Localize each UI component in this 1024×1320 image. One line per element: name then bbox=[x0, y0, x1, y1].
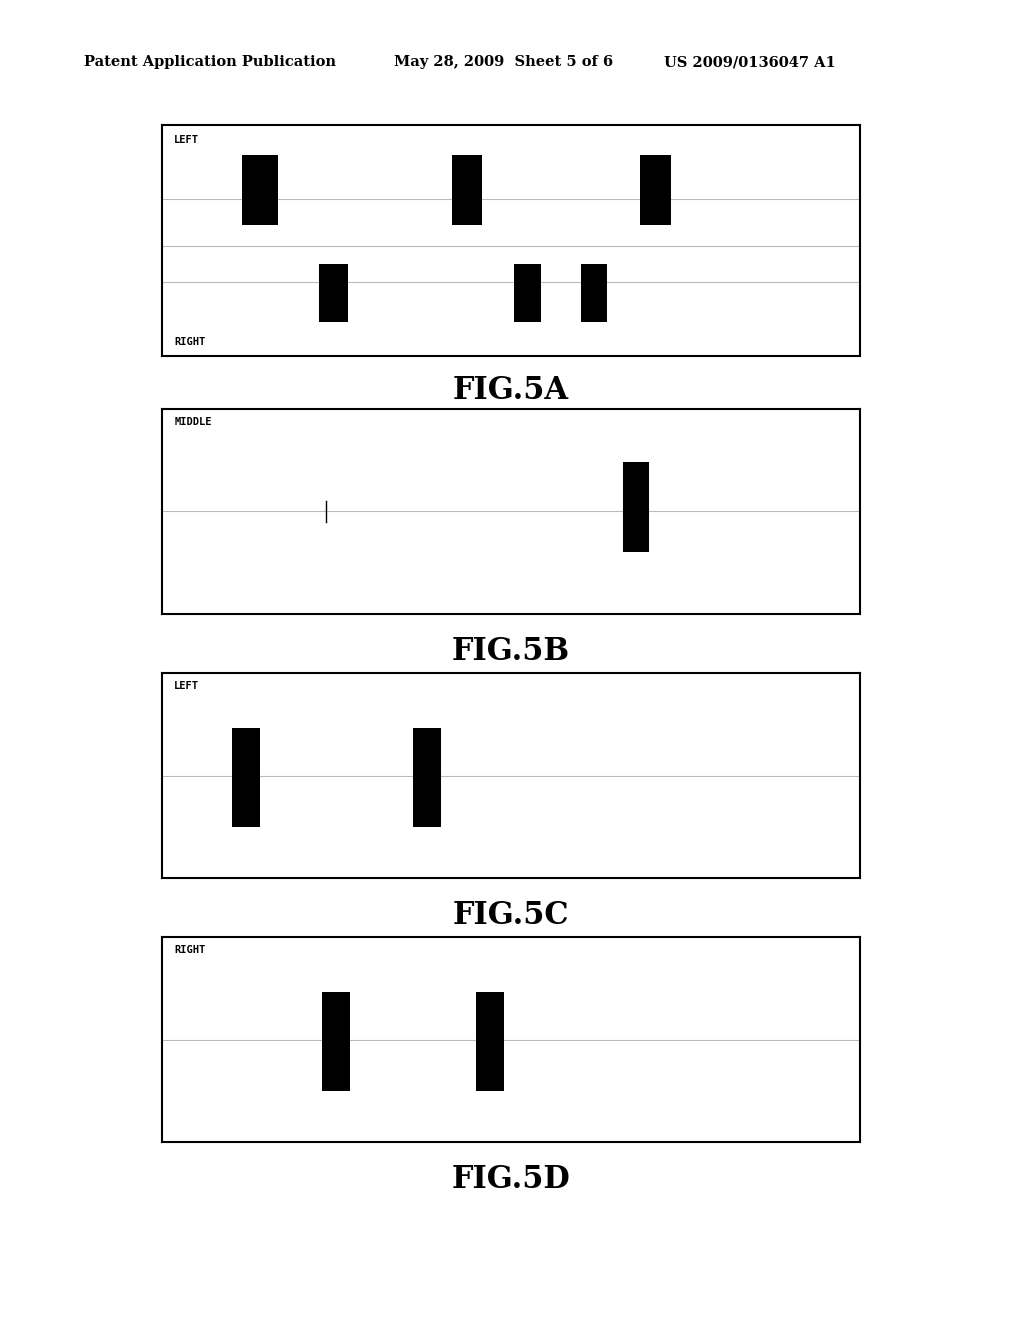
Bar bbox=[414, 729, 441, 826]
Bar bbox=[231, 729, 259, 826]
Text: FIG.5C: FIG.5C bbox=[453, 900, 569, 931]
Text: LEFT: LEFT bbox=[174, 681, 200, 692]
Text: Patent Application Publication: Patent Application Publication bbox=[84, 55, 336, 70]
Bar bbox=[323, 993, 350, 1090]
Bar bbox=[640, 156, 671, 224]
Text: RIGHT: RIGHT bbox=[174, 945, 206, 956]
Bar bbox=[452, 156, 482, 224]
Text: US 2009/0136047 A1: US 2009/0136047 A1 bbox=[664, 55, 836, 70]
Bar bbox=[476, 993, 504, 1090]
Text: May 28, 2009  Sheet 5 of 6: May 28, 2009 Sheet 5 of 6 bbox=[394, 55, 613, 70]
Bar bbox=[514, 264, 541, 322]
Text: FIG.5D: FIG.5D bbox=[452, 1164, 570, 1195]
Text: FIG.5A: FIG.5A bbox=[453, 375, 569, 405]
Bar bbox=[242, 156, 279, 224]
Text: FIG.5B: FIG.5B bbox=[452, 636, 570, 667]
Bar bbox=[581, 264, 607, 322]
Bar bbox=[623, 462, 649, 552]
Text: LEFT: LEFT bbox=[174, 135, 200, 145]
Text: MIDDLE: MIDDLE bbox=[174, 417, 212, 428]
Text: RIGHT: RIGHT bbox=[174, 337, 206, 347]
Bar bbox=[318, 264, 348, 322]
